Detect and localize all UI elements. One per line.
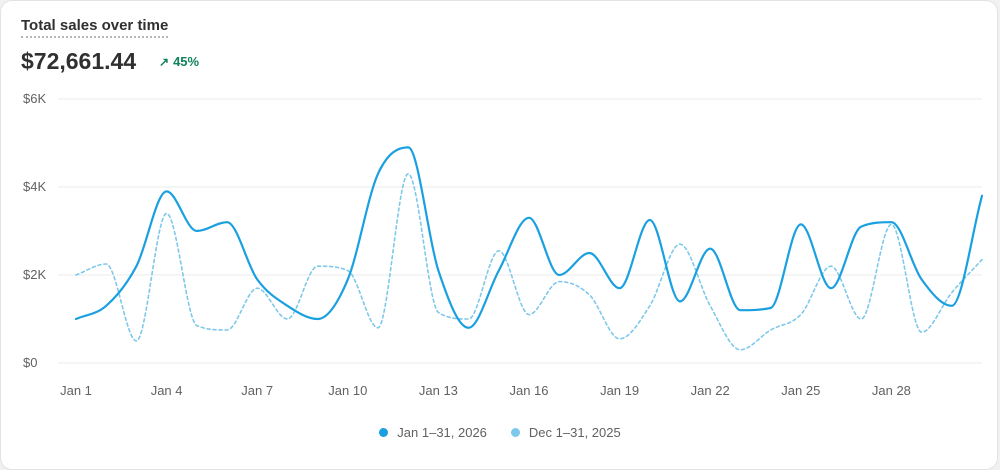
chart-legend: Jan 1–31, 2026 Dec 1–31, 2025 bbox=[1, 425, 999, 440]
x-tick-label: Jan 7 bbox=[241, 383, 273, 398]
legend-label-current: Jan 1–31, 2026 bbox=[397, 425, 487, 440]
x-tick-label: Jan 13 bbox=[419, 383, 458, 398]
sales-line-chart[interactable]: $0$2K$4K$6K Jan 1 Jan 4 Jan 7 Jan 10 Jan 13 J… bbox=[1, 1, 999, 421]
x-axis: Jan 1 Jan 4 Jan 7 Jan 10 Jan 13 Jan 16 Jan 19 J… bbox=[60, 383, 911, 398]
x-tick-label: Jan 10 bbox=[328, 383, 367, 398]
y-axis: $0 $2K $4K $6K bbox=[23, 91, 46, 370]
legend-label-previous: Dec 1–31, 2025 bbox=[528, 425, 621, 440]
x-tick-label: Jan 4 bbox=[151, 383, 183, 398]
change-badge: ↗ 45% bbox=[159, 54, 199, 70]
x-tick-label: Jan 16 bbox=[509, 383, 548, 398]
series-line-current[interactable] bbox=[74, 146, 984, 329]
legend-dot-current bbox=[379, 428, 389, 437]
legend-item-previous[interactable]: Dec 1–31, 2025 bbox=[510, 425, 621, 440]
series-line-previous[interactable] bbox=[75, 173, 983, 351]
x-tick-label: Jan 25 bbox=[781, 383, 820, 398]
total-sales-value: $72,661.44 bbox=[21, 48, 137, 74]
x-tick-label: Jan 22 bbox=[691, 383, 730, 398]
x-tick-label: Jan 19 bbox=[600, 383, 639, 398]
chart-grid bbox=[58, 98, 982, 364]
change-percent: 45% bbox=[173, 54, 200, 69]
x-tick-label: Jan 28 bbox=[872, 383, 911, 398]
y-tick-label: $2K bbox=[23, 267, 46, 282]
legend-item-current[interactable]: Jan 1–31, 2026 bbox=[379, 425, 487, 440]
card-title[interactable]: Total sales over time bbox=[21, 17, 169, 38]
chart-series bbox=[74, 146, 984, 351]
y-tick-label: $6K bbox=[23, 91, 46, 106]
arrow-up-right-icon: ↗ bbox=[159, 55, 170, 69]
y-tick-label: $0 bbox=[23, 355, 37, 370]
x-tick-label: Jan 1 bbox=[60, 383, 92, 398]
y-tick-label: $4K bbox=[23, 179, 46, 194]
legend-dot-previous bbox=[510, 428, 520, 437]
